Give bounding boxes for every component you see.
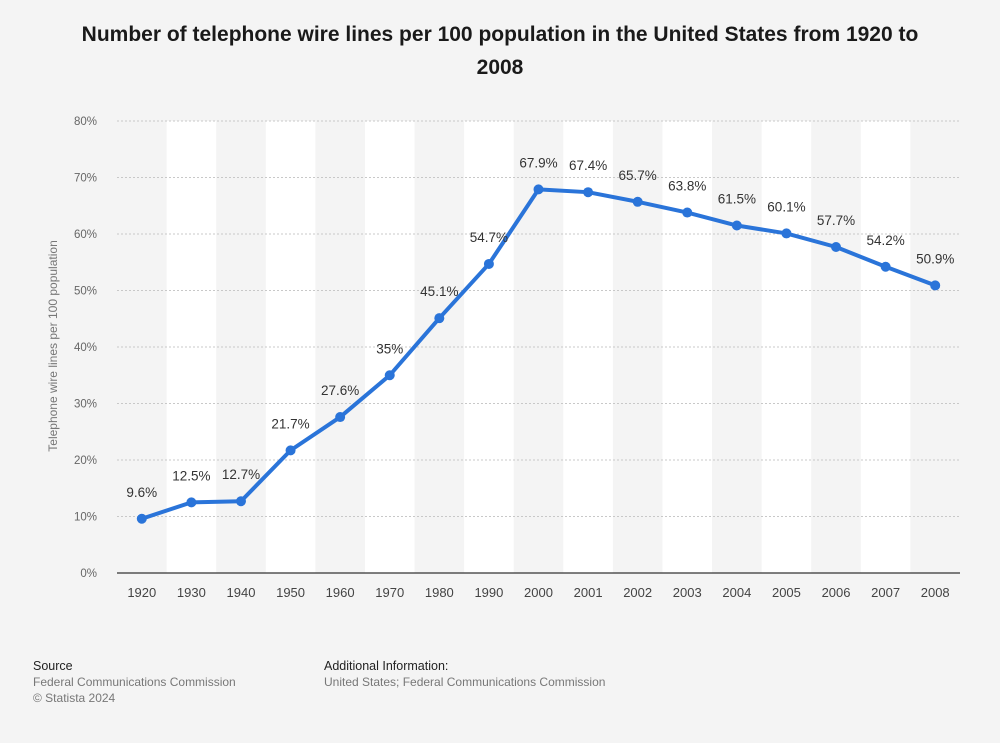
series-line xyxy=(139,187,938,521)
gridlines xyxy=(117,120,960,517)
data-label: 54.2% xyxy=(866,233,904,248)
y-axis-label: Telephone wire lines per 100 population xyxy=(46,240,60,451)
data-label: 9.6% xyxy=(126,485,157,500)
data-point[interactable] xyxy=(831,241,842,252)
data-point[interactable] xyxy=(235,496,246,507)
data-point[interactable] xyxy=(731,220,742,231)
x-tick-label: 2000 xyxy=(524,585,553,600)
source-heading: Source xyxy=(33,659,73,673)
data-label: 63.8% xyxy=(668,179,706,194)
data-point[interactable] xyxy=(434,313,445,324)
x-tick-label: 2005 xyxy=(772,585,801,600)
y-tick-label: 50% xyxy=(74,286,97,298)
data-point[interactable] xyxy=(682,207,693,218)
x-tick-label: 2007 xyxy=(871,585,900,600)
x-tick-label: 1970 xyxy=(375,585,404,600)
x-tick-label: 1990 xyxy=(474,585,503,600)
data-point[interactable] xyxy=(880,261,891,272)
x-tick-label: 2002 xyxy=(623,585,652,600)
data-point[interactable] xyxy=(335,412,346,423)
y-tick-label: 70% xyxy=(74,173,97,185)
data-point[interactable] xyxy=(384,370,395,381)
chart-title: Number of telephone wire lines per 100 p… xyxy=(81,23,919,79)
series-line-path xyxy=(139,187,938,521)
info-heading: Additional Information: xyxy=(324,659,449,673)
data-label: 12.7% xyxy=(222,467,260,482)
y-tick-label: 60% xyxy=(74,229,97,241)
x-tick-label: 2001 xyxy=(574,585,603,600)
data-point[interactable] xyxy=(186,497,197,508)
x-axis: 1920 1930 1940 1950 1960 1970 1980 1990 2000 2001… xyxy=(127,585,949,600)
source-line: Federal Communications Commission xyxy=(33,675,236,689)
data-point[interactable] xyxy=(285,445,296,456)
y-tick-label: 10% xyxy=(74,512,97,524)
x-tick-label: 1980 xyxy=(425,585,454,600)
data-point[interactable] xyxy=(632,196,643,207)
data-label: 65.7% xyxy=(619,168,657,183)
data-point[interactable] xyxy=(583,187,594,198)
x-tick-label: 1930 xyxy=(177,585,206,600)
x-tick-label: 2004 xyxy=(722,585,751,600)
copyright-line: © Statista 2024 xyxy=(33,691,116,705)
data-label: 57.7% xyxy=(817,213,855,228)
data-label: 54.7% xyxy=(470,230,508,245)
additional-info-block: Additional Information: United States; F… xyxy=(324,658,605,690)
data-point[interactable] xyxy=(136,513,147,524)
x-tick-label: 1940 xyxy=(227,585,256,600)
data-point[interactable] xyxy=(781,228,792,239)
data-label: 67.4% xyxy=(569,158,607,173)
data-label: 45.1% xyxy=(420,284,458,299)
y-tick-label: 20% xyxy=(74,455,97,467)
data-point[interactable] xyxy=(930,280,941,291)
data-points xyxy=(136,184,941,524)
data-point[interactable] xyxy=(483,258,494,269)
x-tick-label: 1950 xyxy=(276,585,305,600)
x-tick-label: 1960 xyxy=(326,585,355,600)
data-label: 60.1% xyxy=(767,199,805,214)
y-tick-label: 0% xyxy=(80,568,97,580)
data-label: 67.9% xyxy=(519,155,557,170)
data-label: 35% xyxy=(376,341,403,356)
x-tick-label: 2008 xyxy=(921,585,950,600)
x-tick-label: 2006 xyxy=(822,585,851,600)
y-axis: 0% 10% 20% 30% 40% 50% 60% 70% 80% xyxy=(74,116,97,580)
source-block: Source Federal Communications Commission… xyxy=(33,658,236,706)
x-tick-label: 1920 xyxy=(127,585,156,600)
y-tick-label: 80% xyxy=(74,116,97,128)
data-label: 12.5% xyxy=(172,468,210,483)
x-tick-label: 2003 xyxy=(673,585,702,600)
data-label: 50.9% xyxy=(916,251,954,266)
y-tick-label: 40% xyxy=(74,342,97,354)
data-label: 21.7% xyxy=(271,416,309,431)
data-label: 27.6% xyxy=(321,383,359,398)
data-label: 61.5% xyxy=(718,192,756,207)
y-tick-label: 30% xyxy=(74,399,97,411)
data-labels: 9.6% 12.5% 12.7% 21.7% 27.6% 35% 45.1% 54.7% 67.… xyxy=(126,155,954,499)
data-point[interactable] xyxy=(533,184,544,195)
info-line: United States; Federal Communications Co… xyxy=(324,675,606,689)
